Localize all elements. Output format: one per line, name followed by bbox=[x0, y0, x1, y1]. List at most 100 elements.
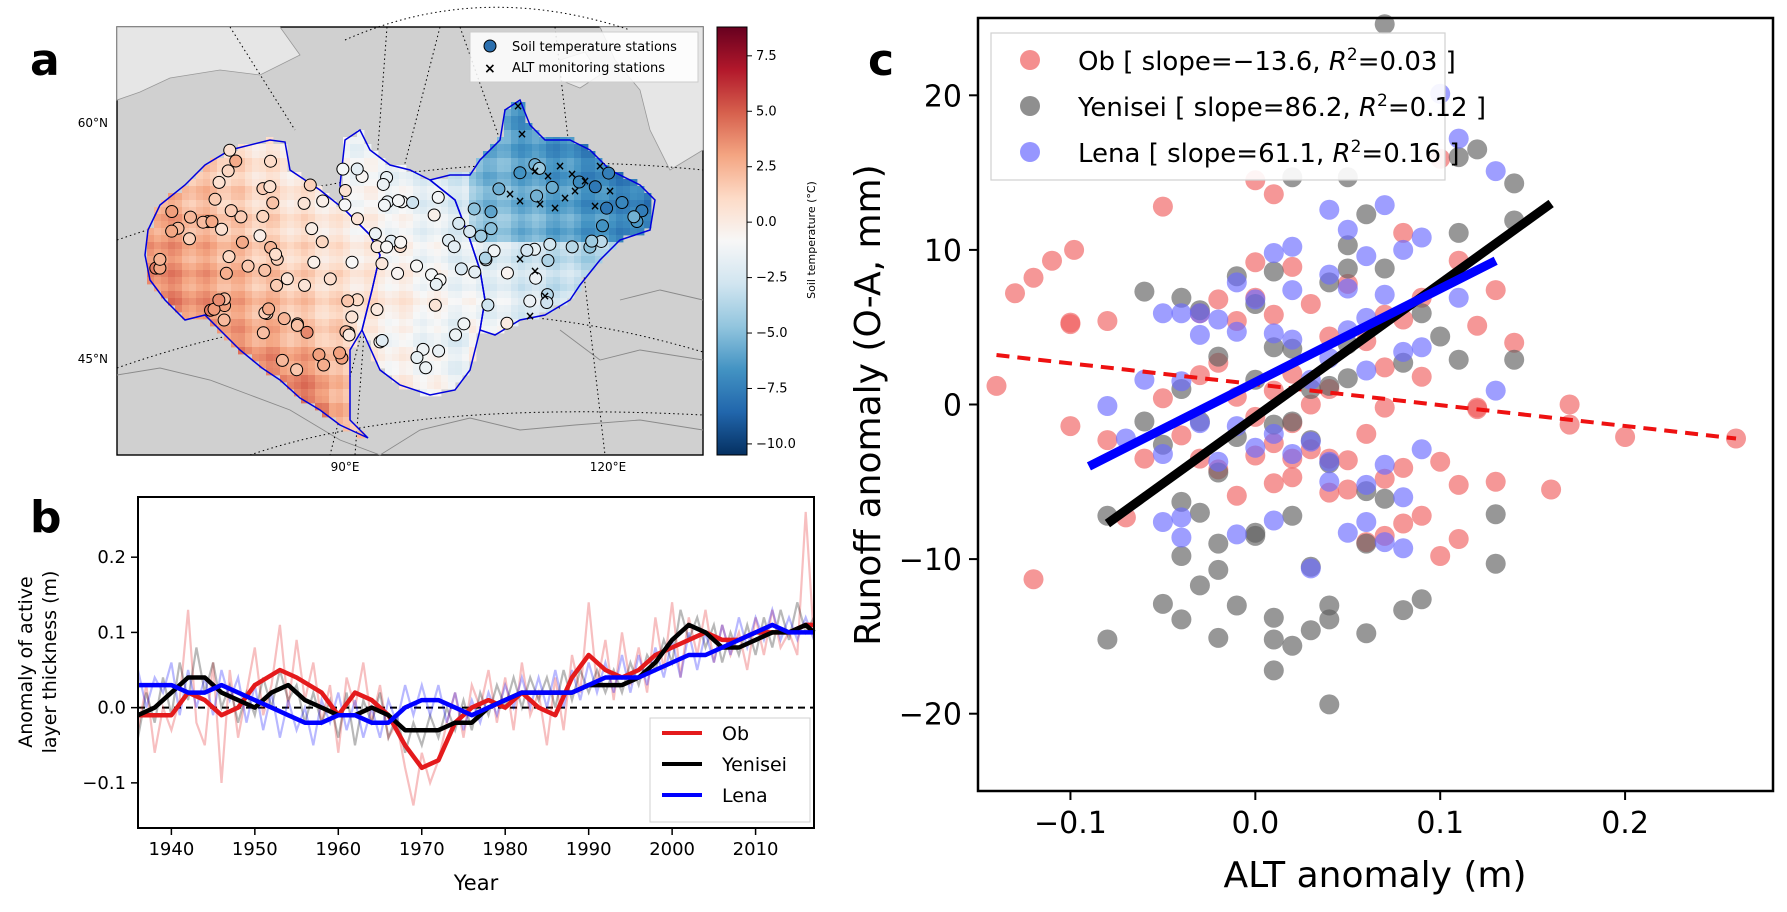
temperature-cell bbox=[392, 298, 400, 306]
temperature-cell bbox=[196, 179, 204, 187]
temperature-cell bbox=[406, 214, 414, 222]
temperature-cell bbox=[539, 284, 547, 292]
temperature-cell bbox=[511, 109, 519, 117]
temperature-cell bbox=[392, 172, 400, 180]
temperature-cell bbox=[364, 256, 372, 264]
temperature-cell bbox=[434, 242, 442, 250]
temperature-cell bbox=[399, 326, 407, 334]
temperature-cell bbox=[252, 354, 260, 362]
temperature-cell bbox=[525, 235, 533, 243]
temperature-cell bbox=[462, 298, 470, 306]
alt-station-marker: × bbox=[560, 191, 570, 205]
temperature-cell bbox=[427, 249, 435, 257]
point-ob bbox=[1504, 332, 1525, 353]
temperature-cell bbox=[490, 172, 498, 180]
panel-b-xtick-label: 1960 bbox=[315, 839, 361, 860]
temperature-cell bbox=[175, 256, 183, 264]
temperature-cell bbox=[630, 186, 638, 194]
soil-temperature-station bbox=[467, 202, 481, 216]
temperature-cell bbox=[469, 347, 477, 355]
temperature-cell bbox=[448, 361, 456, 369]
soil-temperature-station bbox=[263, 180, 277, 194]
temperature-cell bbox=[322, 312, 330, 320]
temperature-cell bbox=[427, 186, 435, 194]
legend-alt-station-marker: × bbox=[484, 61, 496, 77]
temperature-cell bbox=[182, 277, 190, 285]
temperature-cell bbox=[518, 186, 526, 194]
temperature-cell bbox=[154, 221, 162, 229]
temperature-cell bbox=[504, 235, 512, 243]
temperature-cell bbox=[210, 186, 218, 194]
temperature-cell bbox=[182, 207, 190, 215]
temperature-cell bbox=[490, 200, 498, 208]
temperature-cell bbox=[161, 221, 169, 229]
temperature-cell bbox=[336, 417, 344, 425]
temperature-cell bbox=[518, 200, 526, 208]
temperature-cell bbox=[336, 221, 344, 229]
soil-temperature-station bbox=[500, 266, 514, 280]
temperature-cell bbox=[455, 179, 463, 187]
temperature-cell bbox=[532, 144, 540, 152]
temperature-cell bbox=[553, 298, 561, 306]
temperature-cell bbox=[511, 207, 519, 215]
soil-temperature-station bbox=[258, 263, 272, 277]
temperature-cell bbox=[315, 263, 323, 271]
temperature-cell bbox=[329, 403, 337, 411]
soil-temperature-station bbox=[540, 295, 554, 309]
temperature-cell bbox=[511, 291, 519, 299]
temperature-cell bbox=[252, 193, 260, 201]
point-yenisei bbox=[1411, 303, 1432, 324]
panel-b-axes-frame bbox=[137, 496, 815, 829]
temperature-cell bbox=[462, 305, 470, 313]
temperature-cell bbox=[469, 235, 477, 243]
temperature-cell bbox=[189, 193, 197, 201]
temperature-cell bbox=[350, 200, 358, 208]
point-yenisei bbox=[1319, 609, 1340, 630]
temperature-cell bbox=[350, 151, 358, 159]
alt-station-marker: × bbox=[580, 174, 590, 188]
temperature-cell bbox=[644, 221, 652, 229]
temperature-cell bbox=[392, 214, 400, 222]
point-lena bbox=[1448, 287, 1469, 308]
temperature-cell bbox=[371, 312, 379, 320]
temperature-cell bbox=[371, 200, 379, 208]
alt-station-marker: × bbox=[525, 309, 535, 323]
temperature-cell bbox=[469, 284, 477, 292]
temperature-cell bbox=[357, 305, 365, 313]
point-ob bbox=[1411, 366, 1432, 387]
temperature-cell bbox=[203, 186, 211, 194]
temperature-cell bbox=[441, 340, 449, 348]
temperature-cell bbox=[203, 249, 211, 257]
temperature-cell bbox=[427, 179, 435, 187]
temperature-cell bbox=[434, 319, 442, 327]
temperature-cell bbox=[315, 249, 323, 257]
temperature-cell bbox=[287, 284, 295, 292]
soil-temperature-station bbox=[419, 361, 433, 375]
soil-temperature-station bbox=[298, 278, 312, 292]
temperature-cell bbox=[210, 284, 218, 292]
point-ob bbox=[1337, 479, 1358, 500]
temperature-cell bbox=[539, 263, 547, 271]
temperature-cell bbox=[483, 326, 491, 334]
temperature-cell bbox=[238, 326, 246, 334]
soil-temperature-station bbox=[380, 240, 394, 254]
temperature-cell bbox=[413, 221, 421, 229]
temperature-cell bbox=[574, 270, 582, 278]
temperature-cell bbox=[462, 221, 470, 229]
temperature-cell bbox=[280, 200, 288, 208]
temperature-cell bbox=[406, 354, 414, 362]
temperature-cell bbox=[434, 235, 442, 243]
temperature-cell bbox=[266, 333, 274, 341]
temperature-cell bbox=[357, 144, 365, 152]
temperature-cell bbox=[287, 235, 295, 243]
temperature-cell bbox=[252, 186, 260, 194]
temperature-cell bbox=[308, 193, 316, 201]
temperature-cell bbox=[273, 228, 281, 236]
point-yenisei bbox=[1337, 368, 1358, 389]
temperature-cell bbox=[294, 382, 302, 390]
panel-c-ytick-label: −10 bbox=[899, 543, 962, 578]
temperature-cell bbox=[336, 375, 344, 383]
temperature-cell bbox=[448, 298, 456, 306]
temperature-cell bbox=[518, 144, 526, 152]
point-lena bbox=[1171, 507, 1192, 528]
